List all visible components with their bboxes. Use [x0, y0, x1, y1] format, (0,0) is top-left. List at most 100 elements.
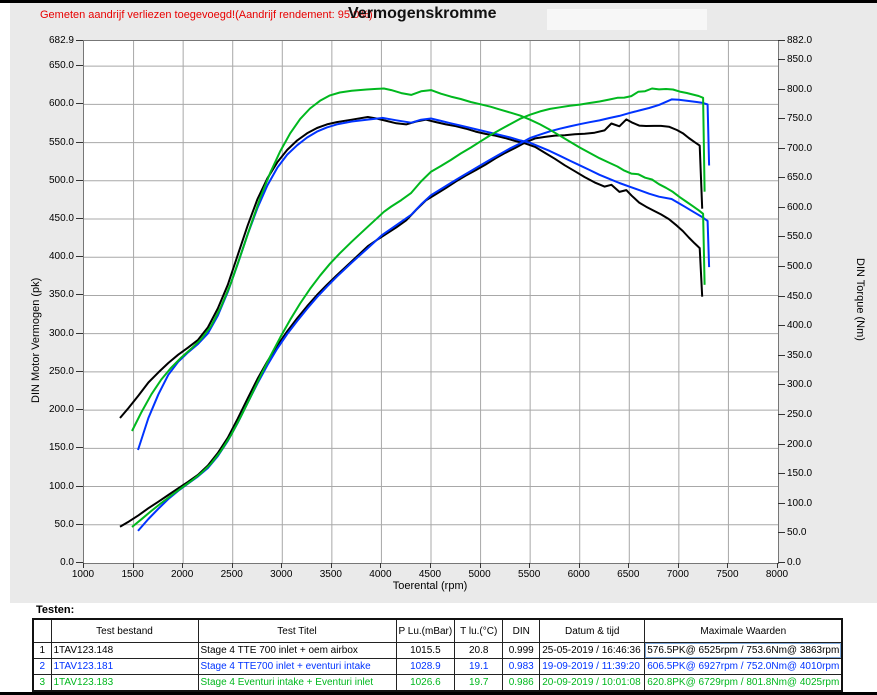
test-title-cell[interactable]: Stage 4 TTE 700 inlet + oem airbox: [197, 642, 397, 659]
left-axis-tick-label: 200.0: [48, 404, 74, 416]
col-index: [32, 618, 52, 643]
col-t-lu: T lu.(°C): [454, 618, 504, 643]
power-curve-2: [131, 87, 706, 528]
table-row[interactable]: 2 1TAV123.181 Stage 4 TTE700 inlet + eve…: [32, 658, 843, 675]
din-cell[interactable]: 0.986: [502, 674, 541, 692]
power-curve-0: [119, 118, 704, 528]
left-axis-tick: [76, 40, 83, 41]
row-index[interactable]: 2: [32, 658, 52, 675]
x-axis-tick-label: 5000: [468, 569, 491, 580]
right-axis-tick-label: 200.0: [787, 438, 813, 450]
test-file-cell[interactable]: 1TAV123.148: [50, 642, 199, 659]
right-axis-tick-label: 882.0: [787, 35, 813, 46]
right-axis-tick-label: 800.0: [787, 83, 813, 95]
x-axis-tick-label: 5500: [518, 569, 541, 580]
tests-section-label: Testen:: [36, 604, 75, 616]
x-axis-tick-label: 7500: [716, 569, 739, 580]
right-axis-tick-label: 400.0: [787, 320, 813, 332]
din-cell[interactable]: 0.999: [502, 642, 541, 659]
max-values-cell[interactable]: 606.5PK@ 6927rpm / 752.0Nm@ 4010rpm: [644, 658, 843, 675]
col-datum-tijd: Datum & tijd: [539, 618, 646, 643]
right-axis-tick: [778, 88, 785, 90]
right-axis-tick: [778, 236, 785, 238]
datetime-cell[interactable]: 25-05-2019 / 16:46:36: [539, 642, 646, 659]
tests-table: Test bestand Test Titel P Lu.(mBar) T lu…: [32, 618, 844, 692]
torque-curve-1: [137, 116, 711, 451]
window-bottom-border: [0, 692, 877, 695]
pressure-cell[interactable]: 1026.6: [395, 674, 456, 692]
right-axis-tick-label: 250.0: [787, 409, 813, 421]
left-axis-tick-label: 150.0: [48, 442, 74, 454]
x-axis-tick: [330, 563, 332, 568]
x-axis-tick: [628, 563, 630, 568]
x-axis-tick-label: 1000: [71, 569, 95, 580]
test-title-cell[interactable]: Stage 4 Eventuri intake + Eventuri inlet: [197, 674, 397, 692]
x-axis-tick: [777, 563, 778, 568]
left-axis-tick: [76, 447, 83, 449]
right-axis-tick: [778, 384, 785, 386]
right-axis-tick-label: 500.0: [787, 261, 813, 273]
right-axis-tick: [778, 354, 785, 356]
table-row[interactable]: 1 1TAV123.148 Stage 4 TTE 700 inlet + oe…: [32, 642, 843, 659]
x-axis-tick-label: 2000: [171, 569, 194, 580]
left-axis-tick-label: 500.0: [48, 174, 74, 186]
row-index[interactable]: 3: [32, 674, 52, 692]
table-header-row: Test bestand Test Titel P Lu.(mBar) T lu…: [32, 618, 843, 643]
col-test-bestand: Test bestand: [50, 618, 199, 643]
datetime-cell[interactable]: 19-09-2019 / 11:39:20: [539, 658, 646, 675]
right-axis-tick-label: 300.0: [787, 379, 813, 391]
left-axis-tick-label: 350.0: [48, 289, 74, 301]
test-file-cell[interactable]: 1TAV123.183: [50, 674, 199, 692]
blanked-logo-area: [547, 9, 707, 30]
left-axis-tick: [76, 370, 83, 372]
left-axis-tick-label: 250.0: [48, 365, 74, 377]
x-axis-tick-label: 6000: [567, 569, 590, 580]
right-axis-tick: [778, 532, 785, 534]
right-axis-tick-label: 750.0: [787, 113, 813, 125]
right-axis-tick: [778, 266, 785, 268]
left-axis-tick: [76, 485, 83, 487]
max-values-cell-selected[interactable]: 576.5PK@ 6525rpm / 753.6Nm@ 3863rpm: [644, 642, 843, 659]
temp-cell[interactable]: 19.1: [454, 658, 504, 675]
datetime-cell[interactable]: 20-09-2019 / 10:01:08: [539, 674, 646, 692]
x-axis-tick: [727, 563, 729, 568]
row-index[interactable]: 1: [32, 642, 52, 659]
x-axis-tick-label: 6500: [617, 569, 640, 580]
left-axis-tick-label: 450.0: [48, 213, 74, 225]
x-axis-tick: [578, 563, 580, 568]
pressure-cell[interactable]: 1028.9: [395, 658, 456, 675]
right-axis-tick: [778, 443, 785, 445]
right-axis-tick: [778, 295, 785, 297]
drivetrain-loss-note: Gemeten aandrijf verliezen toegevoegd!(A…: [40, 9, 373, 21]
right-axis-tick: [778, 206, 785, 208]
x-axis-tick: [182, 563, 184, 568]
right-axis-tick: [778, 325, 785, 327]
left-axis-tick: [76, 562, 83, 563]
table-row[interactable]: 3 1TAV123.183 Stage 4 Eventuri intake + …: [32, 674, 843, 692]
pressure-cell[interactable]: 1015.5: [395, 642, 456, 659]
right-axis-tick-label: 650.0: [787, 172, 813, 184]
x-axis-tick-label: 3000: [270, 569, 293, 580]
col-maximale-waarden: Maximale Waarden: [644, 618, 843, 643]
right-axis-tick: [778, 473, 785, 475]
test-file-cell[interactable]: 1TAV123.181: [50, 658, 199, 675]
right-axis-tick-label: 350.0: [787, 349, 813, 361]
x-axis-tick: [83, 563, 84, 568]
x-axis-tick-label: 2500: [220, 569, 243, 580]
din-cell[interactable]: 0.983: [502, 658, 541, 675]
left-axis-tick: [76, 179, 83, 181]
temp-cell[interactable]: 19.7: [454, 674, 504, 692]
x-axis-tick: [231, 563, 233, 568]
right-axis-tick-label: 50.0: [787, 527, 807, 539]
x-axis-title: Toerental (rpm): [392, 580, 468, 592]
temp-cell[interactable]: 20.8: [454, 642, 504, 659]
right-axis-tick-label: 100.0: [787, 497, 813, 509]
col-test-titel: Test Titel: [197, 618, 397, 643]
left-axis-tick: [76, 218, 83, 220]
test-title-cell[interactable]: Stage 4 TTE700 inlet + eventuri intake: [197, 658, 397, 675]
window-top-border: [0, 0, 877, 3]
max-values-cell[interactable]: 620.8PK@ 6729rpm / 801.8Nm@ 4025rpm: [644, 674, 843, 692]
right-axis-tick: [778, 177, 785, 179]
left-axis-tick-label: 550.0: [48, 136, 74, 148]
x-axis-tick: [479, 563, 481, 568]
